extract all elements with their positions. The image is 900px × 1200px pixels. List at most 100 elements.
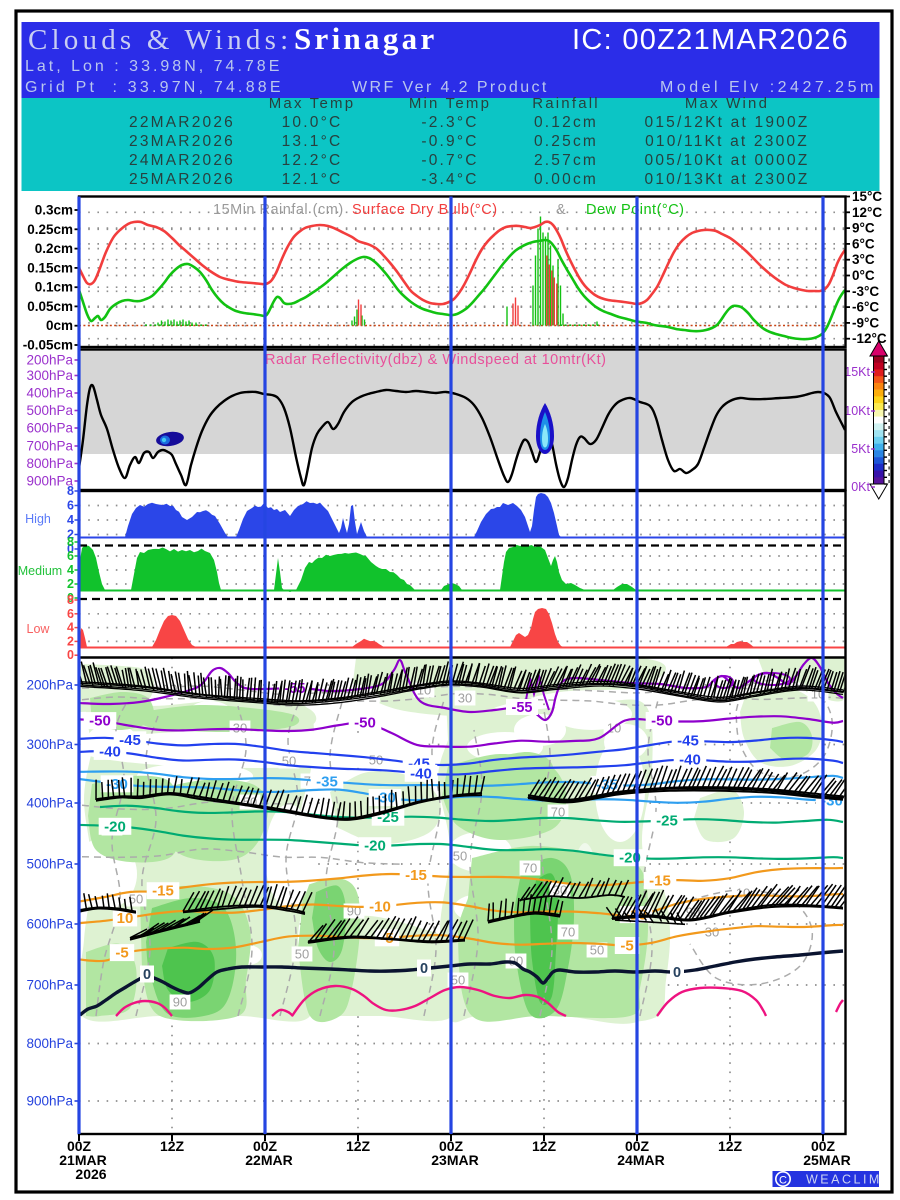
- svg-text:12Z: 12Z: [346, 1138, 371, 1154]
- svg-text:▮: ▮: [888, 384, 890, 389]
- svg-text:▮: ▮: [888, 465, 890, 470]
- svg-text:▮: ▮: [888, 364, 890, 369]
- svg-text:▮: ▮: [888, 458, 890, 463]
- svg-text:10Kt: 10Kt: [844, 404, 870, 418]
- svg-text:Clouds & Winds:: Clouds & Winds:: [28, 24, 292, 56]
- svg-text:-50: -50: [89, 713, 111, 730]
- svg-text:8: 8: [67, 535, 74, 549]
- svg-text:30: 30: [705, 925, 719, 940]
- svg-text:▮: ▮: [888, 357, 890, 362]
- svg-text:0Kt: 0Kt: [851, 480, 870, 494]
- svg-text:300hPa: 300hPa: [26, 737, 73, 752]
- svg-text:500hPa: 500hPa: [26, 857, 73, 872]
- svg-text:00Z: 00Z: [439, 1138, 464, 1154]
- svg-text:22MAR2026: 22MAR2026: [129, 114, 235, 131]
- svg-text:-15: -15: [405, 867, 427, 884]
- svg-text:3°C: 3°C: [852, 252, 875, 267]
- svg-text:4: 4: [67, 513, 74, 527]
- svg-text:00Z: 00Z: [811, 1138, 836, 1154]
- svg-text:▮: ▮: [888, 371, 890, 376]
- svg-text:800hPa: 800hPa: [26, 456, 73, 471]
- svg-text:21MAR: 21MAR: [59, 1152, 106, 1168]
- svg-text:900hPa: 900hPa: [26, 1094, 73, 1109]
- svg-text:50: 50: [590, 943, 604, 958]
- svg-text:-2.3°C: -2.3°C: [421, 114, 478, 131]
- svg-text:6: 6: [67, 499, 74, 513]
- svg-text:2: 2: [67, 577, 74, 591]
- svg-text:IC: 00Z21MAR2026: IC: 00Z21MAR2026: [572, 24, 849, 56]
- svg-text:-12°C: -12°C: [852, 331, 887, 346]
- svg-text:Medium: Medium: [18, 564, 62, 578]
- svg-text:25MAR: 25MAR: [803, 1152, 850, 1168]
- svg-text:12Z: 12Z: [532, 1138, 557, 1154]
- svg-text:4: 4: [67, 621, 74, 635]
- svg-text:500hPa: 500hPa: [26, 403, 73, 418]
- svg-text:90: 90: [173, 995, 187, 1010]
- svg-text:4: 4: [67, 563, 74, 577]
- svg-text:-0.7°C: -0.7°C: [421, 152, 478, 169]
- svg-text:12°C: 12°C: [852, 205, 882, 220]
- svg-text:-45: -45: [677, 733, 699, 750]
- svg-text:2.57cm: 2.57cm: [534, 152, 598, 169]
- svg-text:0.00cm: 0.00cm: [534, 171, 598, 188]
- svg-text:700hPa: 700hPa: [26, 978, 73, 993]
- svg-text:0.2cm: 0.2cm: [35, 241, 73, 256]
- svg-text:50: 50: [369, 753, 383, 768]
- svg-text:C: C: [779, 1175, 787, 1187]
- svg-text:Lat, Lon : 33.98N, 74.78E: Lat, Lon : 33.98N, 74.78E: [25, 58, 282, 75]
- svg-text:70: 70: [551, 805, 565, 820]
- svg-text:0: 0: [67, 648, 74, 662]
- svg-text:12.1°C: 12.1°C: [282, 171, 343, 188]
- svg-text:9°C: 9°C: [852, 221, 875, 236]
- svg-text:WRF Ver 4.2 Product: WRF Ver 4.2 Product: [352, 79, 549, 96]
- svg-text:900hPa: 900hPa: [26, 474, 73, 489]
- svg-text:00Z: 00Z: [625, 1138, 650, 1154]
- svg-text:12Z: 12Z: [160, 1138, 185, 1154]
- svg-text:WEACLIM: WEACLIM: [806, 1173, 882, 1187]
- svg-text:5Kt: 5Kt: [851, 442, 870, 456]
- svg-text:Max Wind: Max Wind: [685, 95, 769, 112]
- svg-text:0: 0: [143, 967, 151, 983]
- svg-text:-35: -35: [596, 776, 618, 793]
- svg-text:24MAR2026: 24MAR2026: [129, 152, 235, 169]
- svg-text:23MAR2026: 23MAR2026: [129, 133, 235, 150]
- svg-text:15°C: 15°C: [852, 189, 882, 204]
- svg-text:10.0°C: 10.0°C: [282, 114, 343, 131]
- svg-text:Surface Dry Bulb(°C): Surface Dry Bulb(°C): [352, 202, 498, 218]
- svg-text:▮: ▮: [888, 404, 890, 409]
- svg-text:▮: ▮: [888, 472, 890, 477]
- svg-text:10: 10: [117, 910, 134, 927]
- svg-text:6°C: 6°C: [852, 236, 875, 251]
- svg-text:Radar Reflectivity(dbz) & Wind: Radar Reflectivity(dbz) & Windspeed at 1…: [265, 352, 607, 368]
- svg-text:2026: 2026: [75, 1166, 106, 1182]
- svg-text:0: 0: [673, 965, 681, 981]
- svg-text:6: 6: [67, 549, 74, 563]
- svg-text:Min Temp: Min Temp: [409, 95, 491, 112]
- svg-text:Low: Low: [27, 622, 51, 636]
- svg-text:600hPa: 600hPa: [26, 421, 73, 436]
- svg-text:-50: -50: [651, 713, 673, 730]
- svg-text:▮: ▮: [888, 451, 890, 456]
- svg-text:0.3cm: 0.3cm: [35, 203, 73, 218]
- svg-text:▮: ▮: [888, 445, 890, 450]
- svg-text:Rainfall: Rainfall: [532, 95, 600, 112]
- svg-text:-3.4°C: -3.4°C: [421, 171, 478, 188]
- svg-text:0.15cm: 0.15cm: [27, 260, 73, 275]
- svg-text:700hPa: 700hPa: [26, 439, 73, 454]
- svg-text:50: 50: [295, 947, 309, 962]
- svg-text:30: 30: [458, 691, 472, 706]
- svg-text:2: 2: [67, 528, 74, 542]
- svg-text:23MAR: 23MAR: [431, 1152, 478, 1168]
- svg-text:12.2°C: 12.2°C: [282, 152, 343, 169]
- svg-text:High: High: [25, 512, 51, 526]
- svg-text:50: 50: [129, 892, 143, 907]
- svg-text:12Z: 12Z: [718, 1138, 743, 1154]
- svg-text:-0.05cm: -0.05cm: [23, 338, 73, 353]
- svg-text:2: 2: [67, 634, 74, 648]
- svg-text:6: 6: [67, 607, 74, 621]
- svg-text:-9°C: -9°C: [852, 315, 879, 330]
- svg-text:00Z: 00Z: [253, 1138, 278, 1154]
- svg-text:0°C: 0°C: [852, 268, 875, 283]
- svg-text:13.1°C: 13.1°C: [282, 133, 343, 150]
- svg-text:300hPa: 300hPa: [26, 368, 73, 383]
